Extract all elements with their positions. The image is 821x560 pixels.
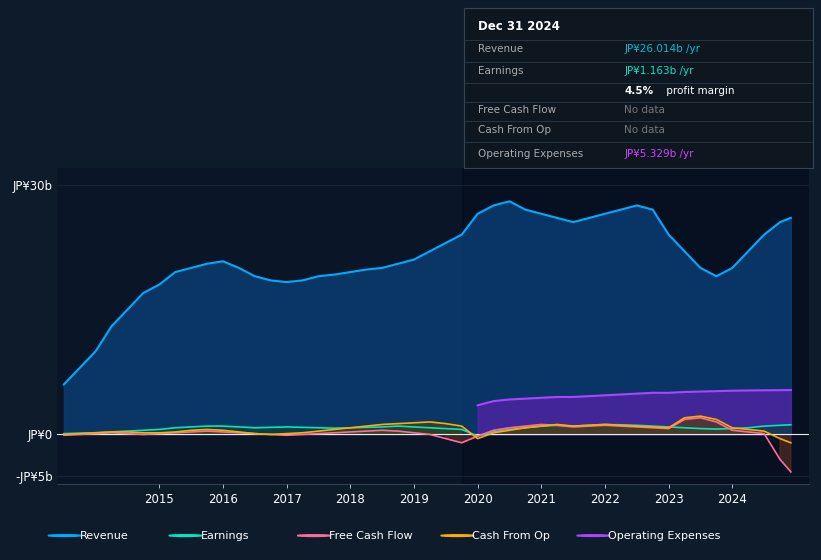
Circle shape (297, 535, 330, 536)
Text: Free Cash Flow: Free Cash Flow (329, 530, 412, 540)
Bar (461, 168, 809, 484)
Text: Cash From Op: Cash From Op (472, 530, 550, 540)
Text: Revenue: Revenue (80, 530, 128, 540)
Circle shape (48, 535, 81, 536)
Text: Free Cash Flow: Free Cash Flow (478, 105, 556, 115)
Text: JP¥1.163b /yr: JP¥1.163b /yr (624, 66, 694, 76)
Text: JP¥26.014b /yr: JP¥26.014b /yr (624, 44, 700, 54)
Text: Operating Expenses: Operating Expenses (608, 530, 721, 540)
Text: Revenue: Revenue (478, 44, 523, 54)
Text: Earnings: Earnings (478, 66, 523, 76)
Text: No data: No data (624, 105, 665, 115)
Circle shape (576, 535, 610, 536)
Text: No data: No data (624, 125, 665, 135)
Text: 4.5%: 4.5% (624, 86, 654, 96)
Circle shape (441, 535, 474, 536)
Text: Earnings: Earnings (200, 530, 249, 540)
Text: Operating Expenses: Operating Expenses (478, 149, 583, 159)
Text: profit margin: profit margin (663, 86, 734, 96)
Text: Cash From Op: Cash From Op (478, 125, 551, 135)
Text: Dec 31 2024: Dec 31 2024 (478, 20, 560, 32)
Circle shape (169, 535, 202, 536)
Text: JP¥5.329b /yr: JP¥5.329b /yr (624, 149, 694, 159)
